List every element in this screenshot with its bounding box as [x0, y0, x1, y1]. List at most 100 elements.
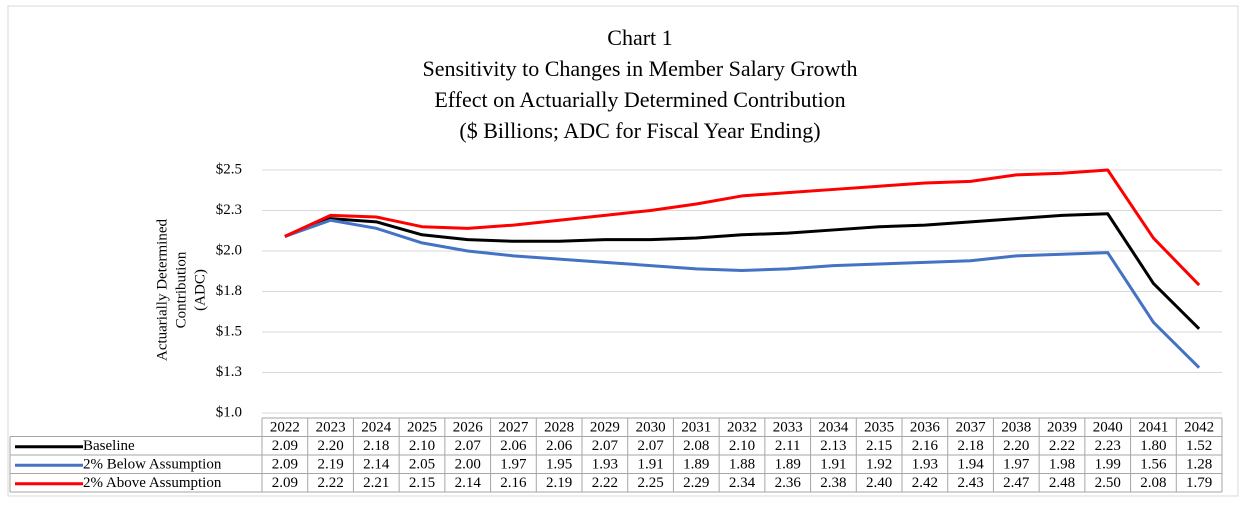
data-label: 2.09 [272, 438, 298, 454]
data-label: 2.40 [866, 475, 892, 491]
data-label: 2.15 [866, 438, 892, 454]
data-label: 2.22 [1049, 438, 1075, 454]
data-label: 2.42 [912, 475, 938, 491]
data-label: 1.56 [1140, 457, 1167, 473]
x-tick-label: 2025 [407, 420, 437, 436]
data-label: 2.07 [455, 438, 482, 454]
x-tick-label: 2030 [636, 420, 666, 436]
data-label: 2.08 [683, 438, 709, 454]
y-tick-label: $2.0 [216, 242, 242, 258]
data-label: 2.16 [500, 475, 527, 491]
data-label: 1.97 [500, 457, 527, 473]
data-label: 1.94 [957, 457, 984, 473]
y-tick-label: $1.5 [216, 323, 242, 339]
data-label: 2.19 [317, 457, 343, 473]
x-tick-label: 2024 [361, 420, 392, 436]
data-label: 1.80 [1140, 438, 1166, 454]
data-label: 2.19 [546, 475, 572, 491]
x-tick-label: 2035 [864, 420, 894, 436]
data-label: 1.88 [729, 457, 755, 473]
y-tick-label: $2.5 [216, 161, 242, 177]
data-label: 2.06 [500, 438, 527, 454]
data-label: 2.14 [455, 475, 482, 491]
legend-label: 2% Below Assumption [83, 457, 222, 473]
data-label: 2.21 [363, 475, 389, 491]
data-label: 2.07 [637, 438, 664, 454]
x-tick-label: 2023 [316, 420, 346, 436]
data-label: 1.92 [866, 457, 892, 473]
data-label: 2.25 [637, 475, 663, 491]
data-label: 2.47 [1003, 475, 1030, 491]
data-label: 2.18 [363, 438, 389, 454]
data-label: 1.91 [820, 457, 846, 473]
chart-title: Effect on Actuarially Determined Contrib… [434, 87, 845, 112]
series-line [284, 168, 1201, 287]
data-label: 1.79 [1186, 475, 1212, 491]
data-label: 2.09 [272, 475, 298, 491]
data-label: 2.05 [409, 457, 435, 473]
x-tick-label: 2036 [910, 420, 941, 436]
data-label: 1.97 [1003, 457, 1030, 473]
data-label: 2.50 [1095, 475, 1121, 491]
data-label: 2.13 [820, 438, 846, 454]
data-label: 2.14 [363, 457, 390, 473]
data-label: 1.95 [546, 457, 572, 473]
data-label: 2.10 [409, 438, 435, 454]
data-label: 1.52 [1186, 438, 1212, 454]
data-label: 1.91 [637, 457, 663, 473]
y-axis-label: Actuarially Determined [154, 218, 170, 361]
chart-title: Sensitivity to Changes in Member Salary … [422, 56, 857, 81]
data-label: 2.23 [1095, 438, 1121, 454]
data-label: 2.11 [775, 438, 801, 454]
data-label: 2.36 [775, 475, 802, 491]
data-label: 1.99 [1095, 457, 1121, 473]
x-tick-label: 2022 [270, 420, 300, 436]
data-label: 2.07 [592, 438, 619, 454]
data-label: 2.08 [1140, 475, 1166, 491]
chart-title: ($ Billions; ADC for Fiscal Year Ending) [459, 118, 820, 143]
x-tick-label: 2027 [498, 420, 529, 436]
x-tick-label: 2039 [1047, 420, 1077, 436]
legend-label: Baseline [83, 438, 135, 454]
x-tick-label: 2041 [1138, 420, 1168, 436]
y-axis-label: (ADC) [192, 269, 208, 311]
data-label: 2.29 [683, 475, 709, 491]
y-tick-label: $1.3 [216, 364, 242, 380]
legend-label: 2% Above Assumption [83, 475, 222, 491]
y-tick-label: $1.8 [216, 283, 242, 299]
data-label: 2.38 [820, 475, 846, 491]
data-label: 1.89 [775, 457, 801, 473]
series-line [284, 218, 1201, 369]
x-tick-label: 2042 [1184, 420, 1214, 436]
x-tick-label: 2038 [1001, 420, 1031, 436]
x-tick-label: 2026 [453, 420, 484, 436]
series-line [284, 212, 1201, 330]
data-label: 2.20 [1003, 438, 1029, 454]
data-label: 2.34 [729, 475, 756, 491]
data-label: 1.93 [592, 457, 618, 473]
data-label: 1.89 [683, 457, 709, 473]
data-label: 1.28 [1186, 457, 1212, 473]
data-label: 2.00 [455, 457, 481, 473]
x-tick-label: 2033 [773, 420, 803, 436]
x-tick-label: 2037 [956, 420, 987, 436]
data-label: 2.16 [912, 438, 939, 454]
data-label: 2.48 [1049, 475, 1075, 491]
y-tick-label: $1.0 [216, 404, 242, 420]
x-tick-label: 2040 [1093, 420, 1123, 436]
data-label: 2.20 [317, 438, 343, 454]
data-label: 2.15 [409, 475, 435, 491]
y-tick-label: $2.3 [216, 202, 242, 218]
x-tick-label: 2031 [681, 420, 711, 436]
data-label: 1.98 [1049, 457, 1075, 473]
chart-title: Chart 1 [607, 25, 672, 50]
x-tick-label: 2032 [727, 420, 757, 436]
data-label: 1.93 [912, 457, 938, 473]
data-label: 2.22 [317, 475, 343, 491]
x-tick-label: 2028 [544, 420, 574, 436]
data-label: 2.22 [592, 475, 618, 491]
x-tick-label: 2034 [818, 420, 849, 436]
chart-border [7, 5, 1239, 497]
data-label: 2.09 [272, 457, 298, 473]
